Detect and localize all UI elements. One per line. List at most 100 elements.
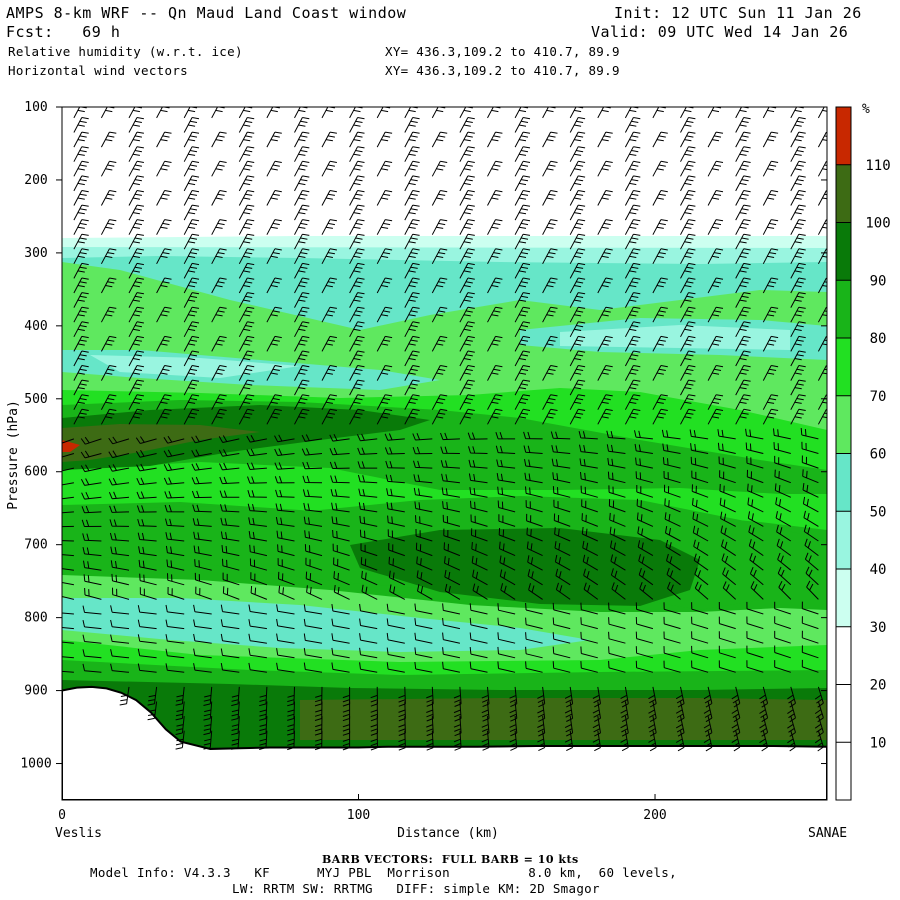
wind-barb bbox=[238, 219, 255, 235]
wind-barb bbox=[73, 233, 89, 250]
wind-barb bbox=[652, 306, 668, 323]
wind-barb bbox=[762, 365, 779, 381]
y-axis: 100 200 300 400 500 600 700 800 900 1000 bbox=[20, 100, 827, 772]
wind-barb bbox=[356, 433, 378, 442]
colorbar-unit: % bbox=[862, 102, 870, 117]
wind-barb bbox=[183, 350, 200, 367]
wind-barb bbox=[442, 632, 461, 644]
wind-barb bbox=[735, 204, 751, 221]
wind-barb bbox=[542, 394, 558, 410]
wind-barb bbox=[537, 686, 546, 708]
wind-barb bbox=[608, 499, 626, 513]
wind-barb bbox=[523, 445, 543, 454]
wind-barb bbox=[735, 321, 751, 338]
wind-barb bbox=[554, 554, 571, 571]
y-tick-label: 400 bbox=[24, 319, 47, 334]
wind-barb bbox=[83, 574, 102, 586]
wind-barb bbox=[790, 350, 806, 367]
wind-barb bbox=[349, 321, 365, 338]
wind-barb bbox=[119, 686, 130, 706]
wind-barb bbox=[404, 335, 420, 352]
colorbar-band bbox=[836, 742, 851, 800]
wind-barb bbox=[414, 661, 433, 673]
wind-barb bbox=[635, 471, 654, 484]
wind-barb bbox=[497, 486, 516, 498]
wind-barb bbox=[691, 616, 709, 630]
wind-barb bbox=[542, 306, 558, 323]
rh-region-above-110 bbox=[62, 440, 80, 452]
wind-barb bbox=[220, 504, 240, 513]
wind-barb bbox=[331, 604, 350, 615]
wind-barb bbox=[579, 458, 598, 469]
wind-barb bbox=[762, 277, 779, 294]
wind-barb bbox=[246, 462, 267, 470]
wind-barb bbox=[302, 475, 323, 484]
wind-barb bbox=[416, 556, 433, 571]
wind-barb bbox=[498, 527, 516, 542]
wind-barb bbox=[163, 449, 185, 458]
wind-barb bbox=[359, 529, 378, 542]
wind-barb bbox=[804, 552, 819, 571]
wind-barb bbox=[276, 618, 295, 630]
wind-barb bbox=[431, 394, 448, 410]
wind-barb bbox=[814, 701, 824, 723]
wind-barb bbox=[690, 456, 709, 469]
wind-barb bbox=[238, 306, 255, 323]
wind-barb bbox=[762, 107, 777, 119]
wind-barb bbox=[735, 335, 751, 352]
wind-barb bbox=[624, 146, 641, 162]
wind-barb bbox=[136, 477, 157, 486]
wind-barb bbox=[459, 248, 475, 265]
wind-barb bbox=[790, 277, 806, 294]
wind-barb bbox=[680, 262, 696, 279]
wind-barb bbox=[774, 645, 791, 659]
wind-barb bbox=[580, 661, 598, 673]
wind-barb bbox=[386, 618, 405, 630]
wind-barb bbox=[62, 627, 74, 630]
wind-barb bbox=[329, 447, 350, 456]
wind-barb bbox=[624, 204, 641, 221]
wind-barb bbox=[248, 619, 267, 630]
plot-frame bbox=[61, 106, 828, 801]
wind-barb bbox=[404, 160, 420, 177]
wind-barb bbox=[62, 596, 75, 600]
wind-barb bbox=[81, 505, 102, 514]
wind-barb bbox=[248, 604, 267, 615]
wind-barb bbox=[82, 634, 102, 644]
wind-barb bbox=[370, 716, 378, 736]
wind-barb bbox=[569, 379, 586, 396]
wind-barb bbox=[817, 131, 827, 148]
rh-region-mid-light bbox=[62, 462, 827, 530]
wind-barb bbox=[680, 107, 694, 119]
wind-barb bbox=[359, 515, 378, 527]
wind-barb bbox=[156, 306, 172, 323]
wind-barb bbox=[459, 131, 475, 148]
wind-barb bbox=[128, 204, 144, 221]
wind-barb bbox=[635, 631, 654, 644]
wind-barb bbox=[128, 107, 142, 119]
wind-barb bbox=[551, 444, 571, 454]
wind-barb bbox=[774, 455, 791, 469]
wind-barb bbox=[509, 716, 518, 737]
wind-barb bbox=[163, 463, 185, 472]
forecast-hour: Fcst: 69 h bbox=[6, 23, 121, 41]
wind-barb bbox=[211, 306, 227, 323]
wind-barb bbox=[790, 335, 806, 352]
wind-barb bbox=[514, 335, 531, 352]
wind-barb bbox=[211, 248, 227, 265]
wind-barb bbox=[404, 175, 420, 192]
wind-barb bbox=[349, 175, 365, 192]
wind-barb bbox=[790, 262, 806, 279]
wind-barb bbox=[514, 262, 531, 279]
wind-barb bbox=[592, 686, 601, 708]
wind-barb bbox=[787, 730, 796, 752]
wind-barb bbox=[624, 107, 639, 119]
wind-barb bbox=[680, 408, 696, 425]
wind-barb bbox=[349, 350, 365, 367]
wind-barb bbox=[100, 107, 115, 119]
rh-region-upper-pocket-2 bbox=[560, 325, 790, 350]
wind-barb bbox=[376, 408, 393, 425]
wind-barb bbox=[525, 500, 543, 513]
wind-barb bbox=[624, 306, 641, 323]
wind-barb bbox=[606, 444, 626, 454]
